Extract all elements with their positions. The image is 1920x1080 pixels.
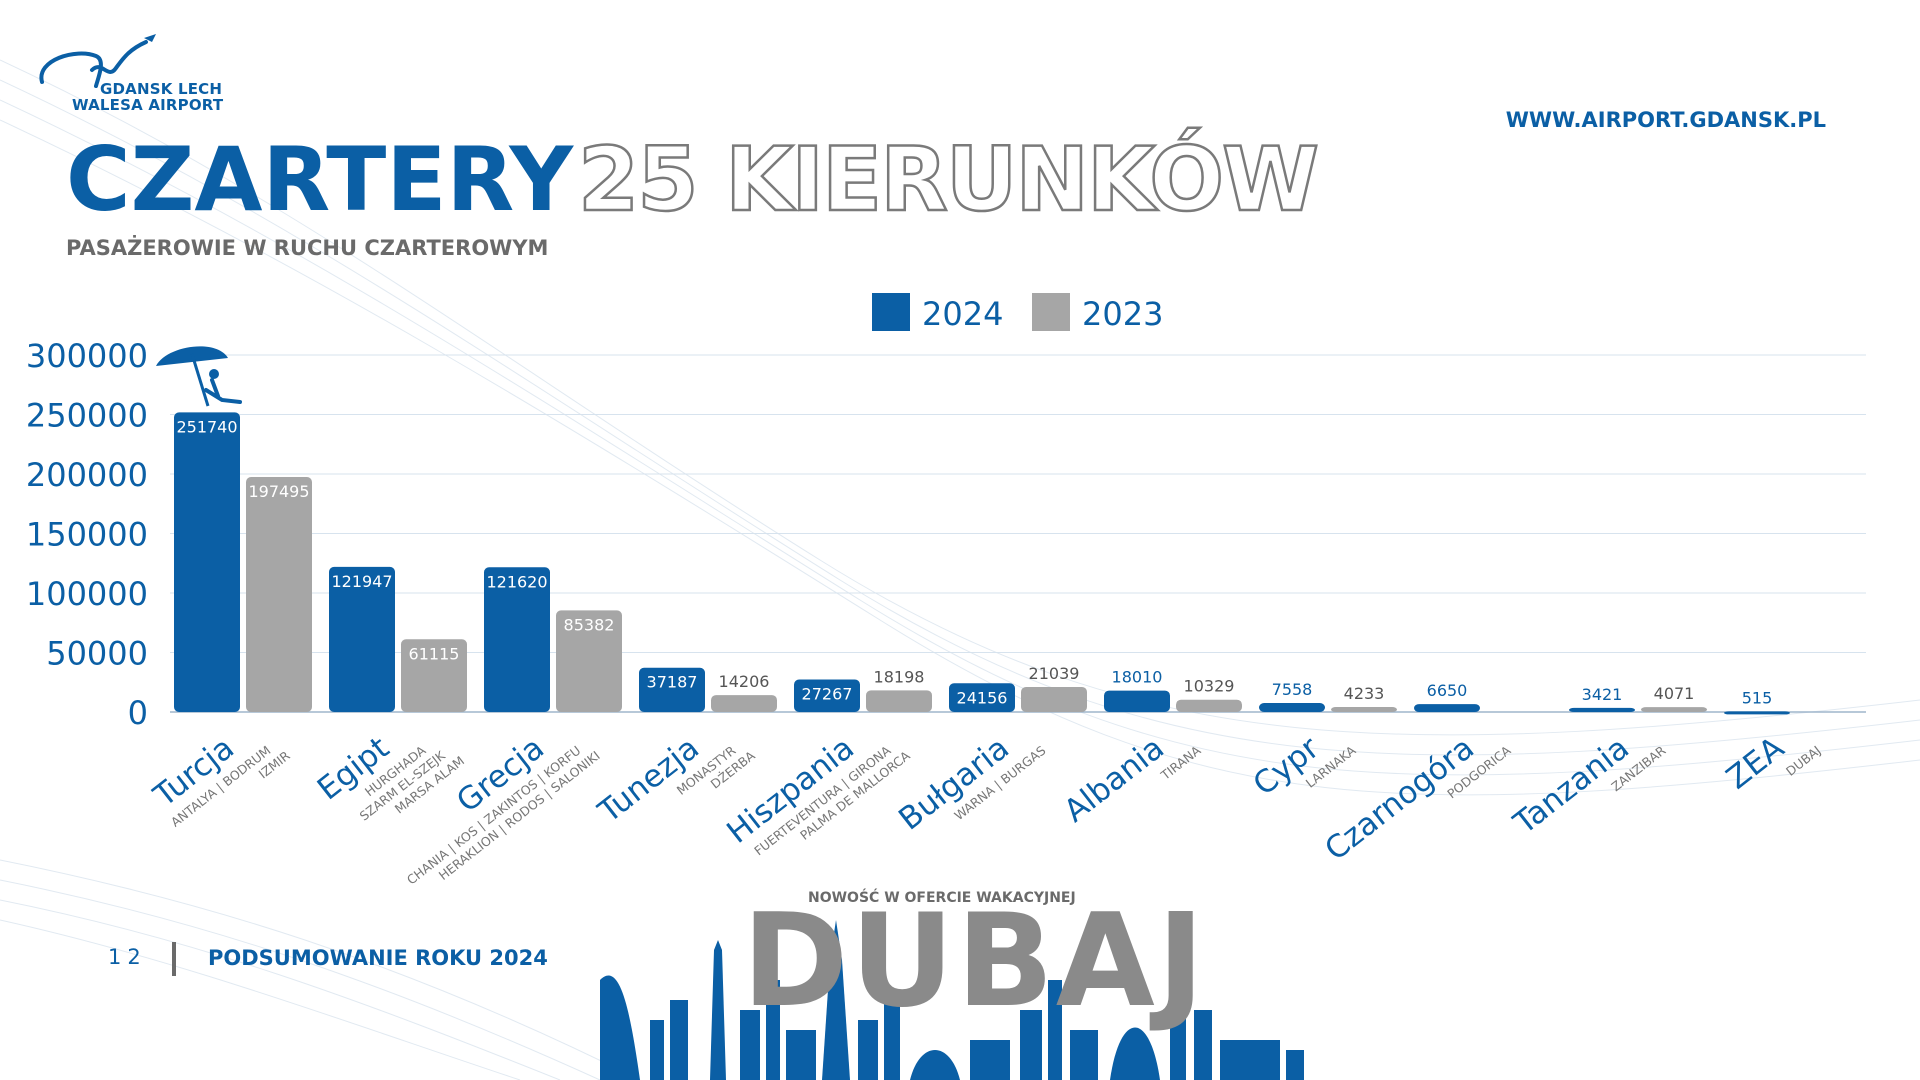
bar-2024-8 [1259, 703, 1325, 712]
data-label: 121947 [331, 572, 392, 591]
legend-swatch-2023 [1032, 293, 1070, 331]
data-label: 6650 [1427, 681, 1468, 700]
y-tick-label: 150000 [26, 516, 148, 554]
data-label: 3421 [1582, 685, 1623, 704]
bar-2023-4 [711, 695, 777, 712]
data-label: 85382 [564, 615, 615, 634]
bar-2024-2 [329, 566, 395, 712]
category-label: Albania [1058, 730, 1171, 830]
page-number: 12 [108, 945, 147, 969]
bar-2024-10 [1569, 707, 1635, 712]
data-label: 37187 [647, 673, 698, 692]
data-label: 21039 [1029, 664, 1080, 683]
data-label: 14206 [719, 672, 770, 691]
bar-2024-9 [1414, 704, 1480, 712]
bar-2024-7 [1104, 690, 1170, 712]
data-label: 4071 [1654, 684, 1695, 703]
data-label: 24156 [957, 688, 1008, 707]
data-label: 121620 [486, 572, 547, 591]
data-label: 197495 [248, 482, 309, 501]
bar-2024-5 [794, 679, 860, 712]
data-label: 515 [1742, 688, 1773, 707]
bar-2024-4 [639, 667, 705, 712]
page-title-outline: 25 KIERUNKÓW [577, 128, 1321, 231]
legend-label: 2023 [1082, 295, 1163, 333]
legend-label: 2024 [922, 295, 1003, 333]
y-tick-label: 50000 [46, 635, 148, 673]
data-label: 18010 [1112, 668, 1163, 687]
promo-label: NOWOŚĆ W OFERCIE WAKACYJNEJ [808, 890, 1076, 906]
airport-logo-icon [39, 34, 156, 88]
y-tick-label: 200000 [26, 456, 148, 494]
bar-2023-3 [556, 610, 622, 712]
footer-label: PODSUMOWANIE ROKU 2024 [208, 946, 548, 970]
y-tick-label: 100000 [26, 575, 148, 613]
website-link[interactable]: WWW.AIRPORT.GDANSK.PL [1505, 108, 1826, 132]
bar-2023-8 [1331, 706, 1397, 712]
data-label: 27267 [802, 685, 853, 704]
y-tick-label: 250000 [26, 397, 148, 435]
category-label: ZEA [1720, 730, 1791, 797]
y-tick-label: 0 [128, 694, 148, 732]
bar-2024-3 [484, 567, 550, 712]
data-label: 18198 [874, 667, 925, 686]
data-label: 7558 [1272, 680, 1313, 699]
dubai-skyline-icon [600, 920, 1304, 1080]
bar-2023-5 [866, 690, 932, 712]
logo-line-2: WALESA AIRPORT [72, 96, 224, 114]
bar-2023-2 [401, 639, 467, 712]
promo-destination: DUBAJ [742, 887, 1207, 1036]
data-label: 61115 [409, 644, 460, 663]
chart-subtitle: PASAŻEROWIE W RUCHU CZARTEROWYM [66, 236, 549, 260]
beach-umbrella-icon [156, 346, 242, 407]
logo-line-1: GDANSK LECH [100, 80, 223, 98]
page-title: CZARTERY [66, 128, 574, 231]
bar-2023-1 [246, 476, 312, 712]
data-label: 251740 [176, 417, 237, 436]
category-label: Cypr [1247, 730, 1326, 803]
bar-2024-1 [174, 412, 240, 712]
category-sublabel: DUBAJ [1783, 743, 1823, 779]
bar-2023-7 [1176, 699, 1242, 712]
bar-2024-11 [1724, 711, 1790, 715]
footer-divider [172, 942, 176, 976]
bar-2024-6 [949, 683, 1015, 712]
data-label: 4233 [1344, 684, 1385, 703]
data-label: 10329 [1184, 677, 1235, 696]
y-tick-label: 300000 [26, 337, 148, 375]
legend-swatch-2024 [872, 293, 910, 331]
bar-2023-6 [1021, 686, 1087, 712]
bar-2023-10 [1641, 707, 1707, 712]
